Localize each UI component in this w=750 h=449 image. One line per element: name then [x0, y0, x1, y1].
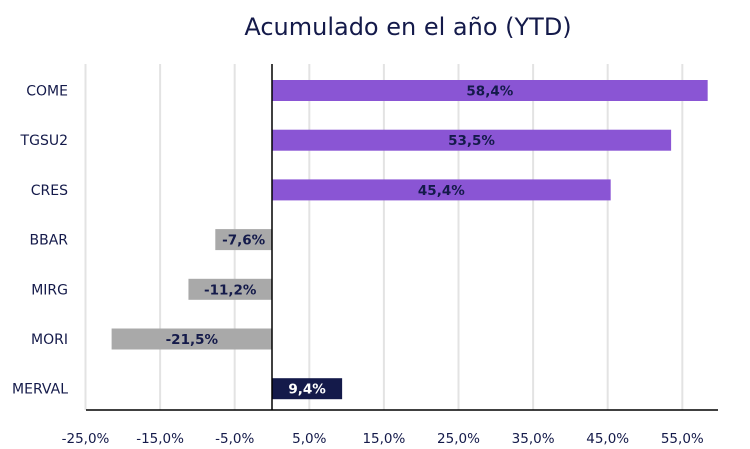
labels: -25,0% -15,0% -5,0% 5,0% 15,0% 25,0% 35,0% 45,0… [12, 84, 704, 448]
category-label: COME [26, 84, 68, 100]
bar [272, 179, 611, 201]
category-label: MORI [31, 332, 68, 348]
data-label: -7,6% [222, 233, 266, 249]
category-label: TGSU2 [20, 133, 68, 149]
data-label: -21,5% [166, 332, 219, 348]
bars [111, 80, 708, 400]
x-tick-label: 55,0% [661, 431, 704, 447]
x-tick-label: 5,0% [292, 431, 326, 447]
axes [86, 64, 718, 411]
data-label: 9,4% [288, 382, 326, 398]
x-tick-label: 45,0% [586, 431, 629, 447]
bar [215, 229, 272, 251]
data-label: -11,2% [204, 282, 257, 298]
bar [111, 328, 272, 350]
bar [272, 80, 708, 101]
chart-title: Acumulado en el año (YTD) [244, 13, 571, 41]
gridlines [84, 64, 684, 410]
category-label: MIRG [31, 282, 68, 298]
x-tick-label: -15,0% [136, 431, 184, 447]
bar [272, 378, 343, 400]
x-tick-label: -5,0% [215, 431, 254, 447]
x-tick-label: 35,0% [512, 431, 555, 447]
data-label: 45,4% [418, 183, 465, 199]
data-label: 53,5% [448, 133, 495, 149]
bar [272, 129, 672, 151]
category-label: BBAR [29, 233, 68, 249]
x-tick-label: 25,0% [437, 431, 480, 447]
x-tick-label: 15,0% [362, 431, 405, 447]
category-label: MERVAL [12, 382, 68, 398]
x-tick-label: -25,0% [62, 431, 110, 447]
bar [188, 278, 272, 300]
data-label: 58,4% [466, 84, 513, 100]
category-label: CRES [31, 183, 68, 199]
